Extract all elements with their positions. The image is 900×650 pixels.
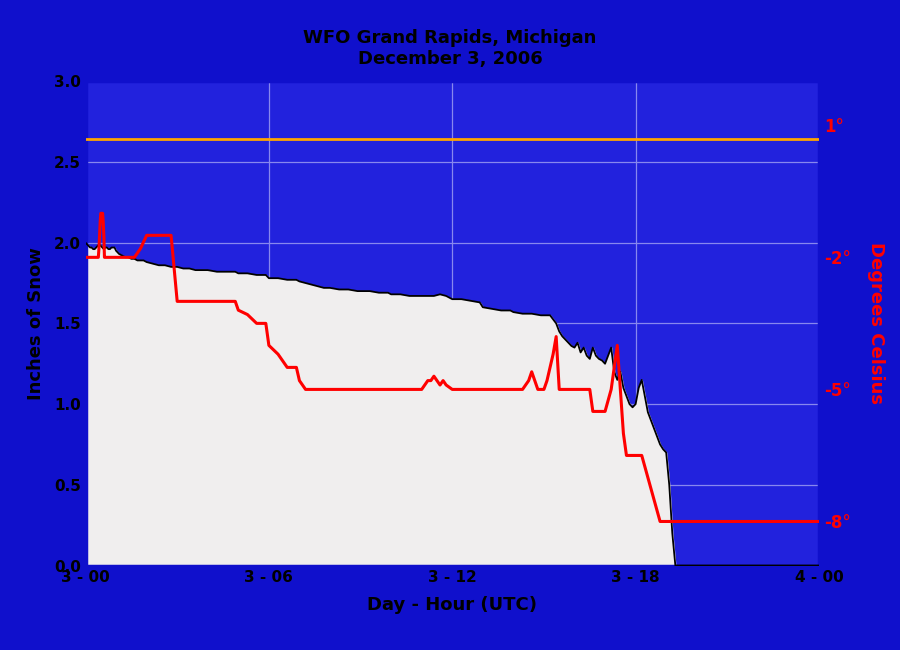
Text: WFO Grand Rapids, Michigan
December 3, 2006: WFO Grand Rapids, Michigan December 3, 2…	[303, 29, 597, 68]
Y-axis label: Inches of Snow: Inches of Snow	[27, 247, 45, 400]
Y-axis label: Degrees Celsius: Degrees Celsius	[868, 242, 886, 404]
X-axis label: Day - Hour (UTC): Day - Hour (UTC)	[367, 597, 537, 614]
Bar	[675, 81, 819, 566]
